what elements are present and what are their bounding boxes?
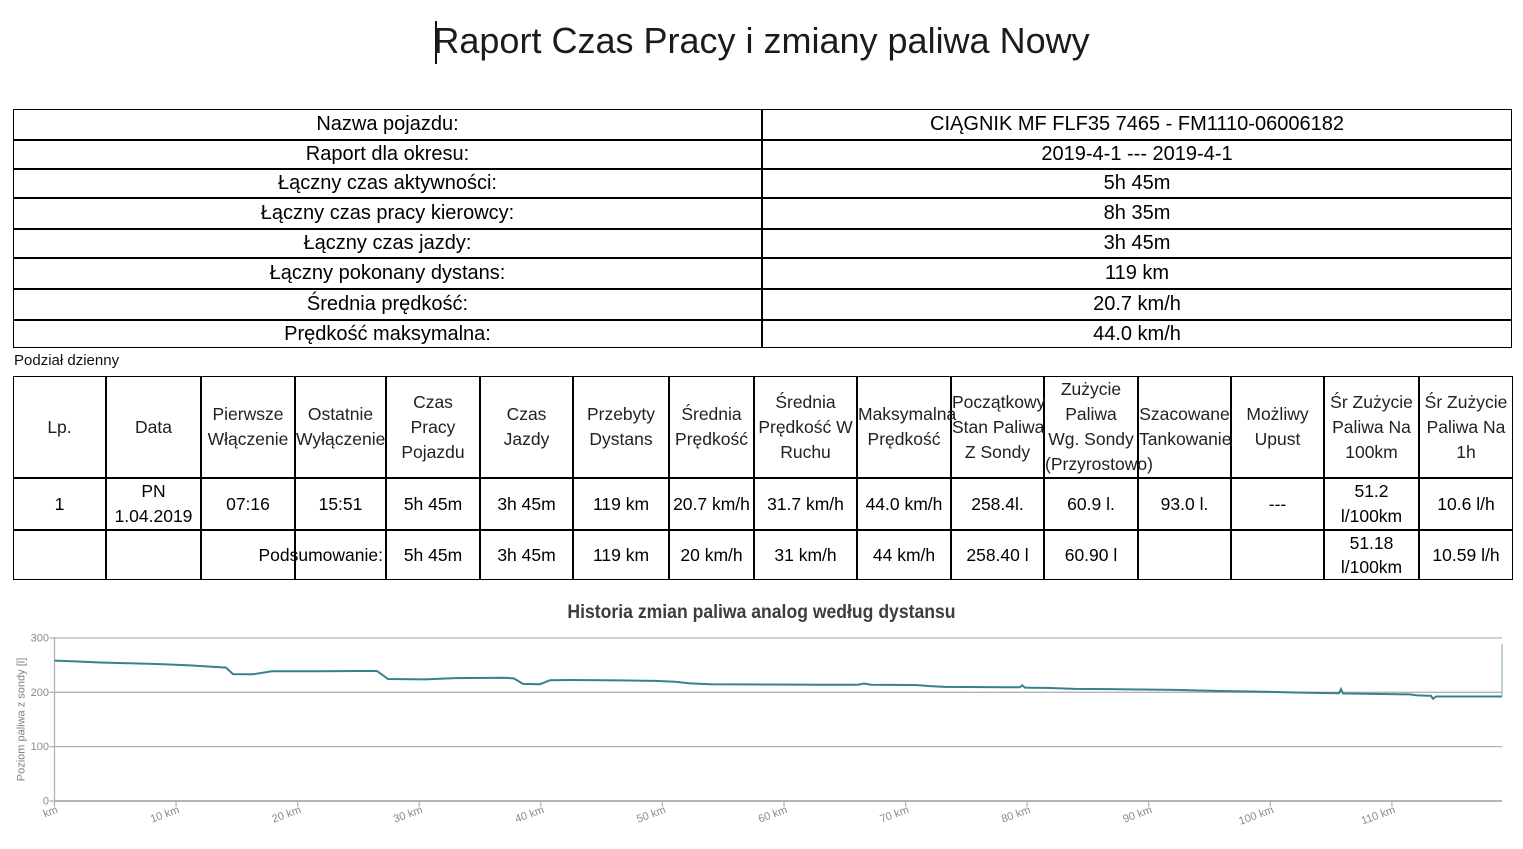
- svg-text:50 km: 50 km: [635, 804, 667, 826]
- svg-text:20 km: 20 km: [270, 804, 302, 826]
- svg-text:300: 300: [31, 633, 49, 645]
- svg-text:Poziom paliwa z sondy [l]: Poziom paliwa z sondy [l]: [16, 658, 28, 782]
- svg-text:40 km: 40 km: [514, 804, 546, 826]
- svg-text:70 km: 70 km: [878, 804, 910, 826]
- svg-text:90 km: 90 km: [1121, 804, 1153, 826]
- svg-text:0: 0: [43, 796, 49, 808]
- svg-text:80 km: 80 km: [1000, 804, 1032, 826]
- svg-text:200: 200: [31, 687, 49, 699]
- svg-text:100: 100: [31, 741, 49, 753]
- svg-text:km: km: [42, 804, 60, 820]
- svg-text:30 km: 30 km: [392, 804, 424, 826]
- svg-text:100 km: 100 km: [1237, 804, 1275, 828]
- svg-text:10 km: 10 km: [149, 804, 181, 826]
- svg-text:110 km: 110 km: [1360, 804, 1397, 827]
- svg-text:60 km: 60 km: [757, 804, 789, 826]
